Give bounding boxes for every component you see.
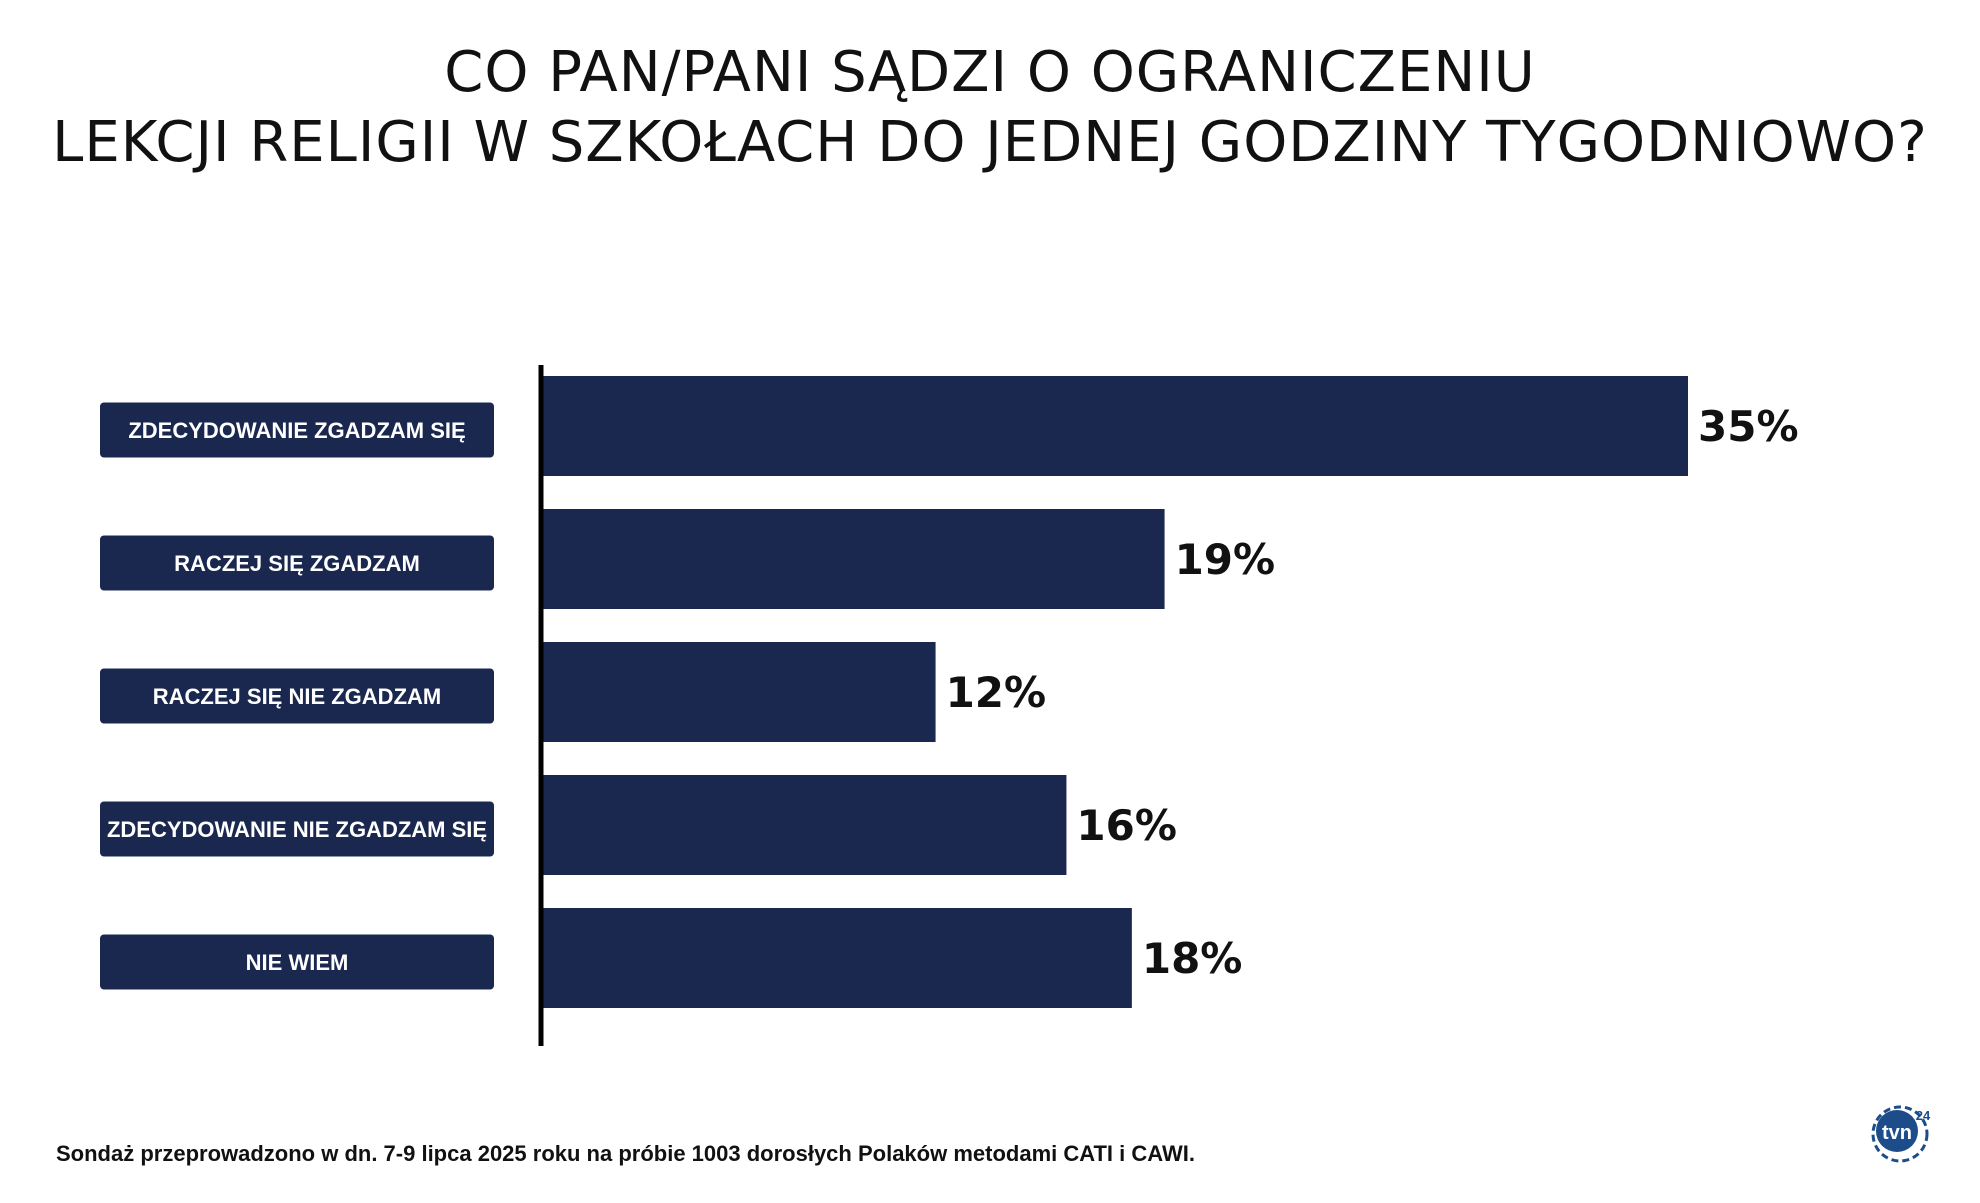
category-label-box-5 xyxy=(100,934,494,990)
value-label-2: 19% xyxy=(1175,535,1276,584)
tvn24-logo: tvn 24 xyxy=(1871,1105,1931,1163)
value-label-1: 35% xyxy=(1698,402,1799,451)
bar-2 xyxy=(543,509,1165,609)
category-label-4: ZDECYDOWANIE NIE ZGADZAM SIĘ xyxy=(107,817,487,842)
footnote: Sondaż przeprowadzono w dn. 7-9 lipca 20… xyxy=(56,1141,1195,1166)
value-label-4: 16% xyxy=(1076,801,1177,850)
chart-title: CO PAN/PANI SĄDZI O OGRANICZENIU LEKCJI … xyxy=(0,38,1980,178)
logo-text-sub: 24 xyxy=(1916,1108,1931,1123)
category-label-2: RACZEJ SIĘ ZGADZAM xyxy=(174,551,420,576)
bar-5 xyxy=(543,908,1132,1008)
logo-ring-icon xyxy=(1871,1105,1929,1163)
logo-disc-icon xyxy=(1876,1110,1918,1152)
bar-4 xyxy=(543,775,1067,875)
category-label-box-2 xyxy=(100,535,494,591)
category-label-3: RACZEJ SIĘ NIE ZGADZAM xyxy=(153,684,441,709)
logo-text-main: tvn xyxy=(1882,1122,1912,1144)
category-label-5: NIE WIEM xyxy=(246,950,349,975)
bar-1 xyxy=(543,376,1688,476)
chart-title-line-1: CO PAN/PANI SĄDZI O OGRANICZENIU xyxy=(444,40,1536,105)
value-label-5: 18% xyxy=(1142,934,1243,983)
category-label-box-3 xyxy=(100,668,494,724)
category-label-1: ZDECYDOWANIE ZGADZAM SIĘ xyxy=(128,418,465,443)
value-label-3: 12% xyxy=(946,668,1047,717)
category-label-box-4 xyxy=(100,801,494,857)
bar-3 xyxy=(543,642,936,742)
bars-layer: ZDECYDOWANIE ZGADZAM SIĘ 35% RACZEJ SIĘ ZG… xyxy=(100,376,1799,1008)
category-label-box-1 xyxy=(100,402,494,458)
chart-title-line-2: LEKCJI RELIGII W SZKOŁACH DO JEDNEJ GODZ… xyxy=(52,110,1928,175)
